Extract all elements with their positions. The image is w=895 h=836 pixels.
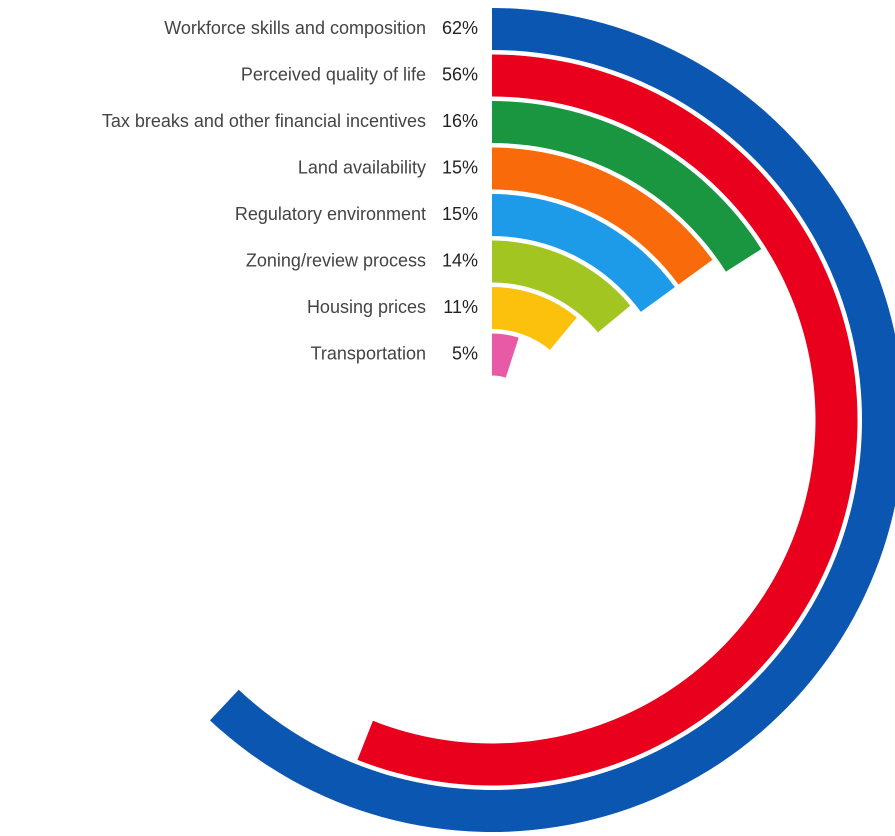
value-label: 15% xyxy=(442,204,478,224)
value-label: 15% xyxy=(442,157,478,177)
value-label: 14% xyxy=(442,250,478,270)
radial-bar xyxy=(492,333,519,378)
category-label: Land availability xyxy=(298,157,426,177)
category-label: Tax breaks and other financial incentive… xyxy=(102,111,426,131)
radial-bar xyxy=(492,101,762,272)
category-label: Housing prices xyxy=(307,297,426,317)
category-label: Workforce skills and composition xyxy=(164,18,426,38)
category-label: Perceived quality of life xyxy=(241,64,426,84)
radial-bar xyxy=(492,147,713,285)
radial-bar xyxy=(492,287,577,350)
value-label: 56% xyxy=(442,64,478,84)
category-label: Transportation xyxy=(311,343,426,363)
radial-bar xyxy=(492,240,631,333)
value-label: 5% xyxy=(452,343,478,363)
value-label: 62% xyxy=(442,18,478,38)
category-label: Zoning/review process xyxy=(246,250,426,270)
value-label: 16% xyxy=(442,111,478,131)
category-label: Regulatory environment xyxy=(235,204,426,224)
radial-bar xyxy=(209,8,895,832)
value-label: 11% xyxy=(443,297,478,317)
radial-bar xyxy=(492,194,675,312)
